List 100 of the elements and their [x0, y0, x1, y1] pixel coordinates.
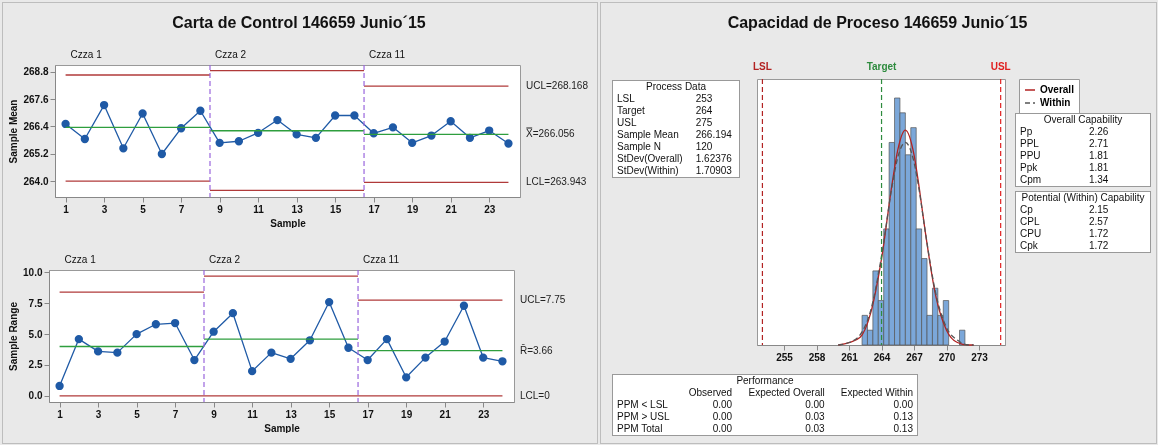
- category-label: Target: [616, 105, 646, 117]
- point: [190, 355, 199, 365]
- category-label: Cpk: [1019, 240, 1039, 253]
- text: Czza 1: [64, 254, 97, 265]
- point: [138, 109, 147, 118]
- data-label: 1.62376: [694, 153, 733, 165]
- data-label: 120: [694, 141, 714, 153]
- point: [324, 297, 334, 307]
- category-label: PPU: [1019, 150, 1042, 162]
- point: [459, 301, 469, 310]
- point: [446, 117, 455, 126]
- point: [498, 357, 507, 366]
- category-label: Cpm: [1019, 174, 1043, 187]
- point: [215, 138, 224, 147]
- y-tick-label: 10.0: [23, 266, 43, 278]
- x-tick-label: 23: [478, 408, 490, 420]
- category-label: LSL: [616, 93, 636, 105]
- text: Czza 11: [369, 49, 406, 60]
- category-label: PPM < LSL: [616, 399, 669, 411]
- point: [93, 347, 103, 356]
- data-label: 2.71: [1087, 138, 1110, 150]
- x-tick-label: 9: [217, 203, 224, 215]
- point: [292, 130, 301, 139]
- point: [55, 381, 64, 391]
- y-tick-label: 0.0: [28, 390, 43, 402]
- data-label: 0.13: [892, 423, 914, 436]
- category-label: Ppk: [1019, 162, 1039, 174]
- category-label: USL: [616, 117, 638, 129]
- series-label: X̿=266.056: [526, 127, 576, 140]
- data-label: 275: [694, 117, 714, 129]
- x-tick-label: 15: [324, 408, 336, 420]
- data-label: 1.34: [1087, 174, 1110, 187]
- y-tick-label: 264.0: [23, 175, 49, 187]
- x-tick-label: 15: [330, 203, 342, 215]
- data-label: 0.00: [804, 399, 826, 411]
- text: Process Data: [645, 80, 707, 93]
- point: [80, 134, 90, 144]
- x-tick-label: 267: [906, 351, 924, 363]
- x-tick-label: 5: [140, 203, 147, 215]
- data-label: 0.03: [804, 411, 826, 423]
- category-label: Sample N: [616, 141, 662, 153]
- x-tick-label: 23: [484, 203, 496, 215]
- data-label: 1.72: [1087, 240, 1110, 253]
- category-label: StDev(Overall): [616, 153, 684, 165]
- x-tick-label: 258: [808, 351, 826, 363]
- x-tick-label: 3: [95, 408, 102, 420]
- text: Czza 11: [363, 254, 400, 265]
- point: [253, 128, 263, 137]
- data-label: 1.81: [1087, 150, 1110, 162]
- point: [382, 334, 392, 344]
- data-label: 2.57: [1087, 216, 1110, 228]
- point: [113, 348, 122, 357]
- x-tick-label: 7: [172, 408, 179, 420]
- category-label: Pp: [1019, 126, 1034, 138]
- x-tick-label: 9: [211, 408, 218, 420]
- x-tick-label: 13: [285, 408, 298, 420]
- point: [74, 334, 84, 344]
- text: Potential (Within) Capability: [1020, 191, 1146, 204]
- x-tick-label: 21: [445, 203, 458, 215]
- point: [330, 111, 340, 120]
- text: Czza 1: [70, 49, 103, 60]
- x-tick-label: 7: [178, 203, 185, 215]
- series-label: Observed: [687, 387, 734, 399]
- x-tick-label: 21: [439, 408, 452, 420]
- category-label: StDev(Within): [616, 165, 680, 178]
- series-label: UCL=268.168: [526, 80, 589, 92]
- x-tick-label: 19: [401, 408, 413, 420]
- point: [196, 106, 205, 115]
- point: [267, 348, 276, 357]
- data-label: 1.72: [1087, 228, 1110, 240]
- point: [228, 309, 238, 318]
- x-tick-label: 264: [873, 351, 891, 363]
- point: [402, 373, 411, 382]
- y-tick-label: 5.0: [28, 328, 43, 340]
- x-tick-label: 13: [291, 203, 304, 215]
- data-label: 253: [694, 93, 714, 105]
- data-label: 264: [694, 105, 714, 117]
- category-label: PPM Total: [616, 423, 664, 436]
- x-tick-label: 3: [101, 203, 108, 215]
- y-axis-title: Sample Mean: [8, 99, 20, 164]
- category-label: PPM > USL: [616, 411, 671, 423]
- text: Czza 2: [215, 49, 247, 60]
- point: [363, 355, 372, 365]
- data-label: 0.00: [711, 423, 734, 436]
- data-label: 1.70903: [694, 165, 733, 178]
- point: [408, 138, 417, 147]
- y-tick-label: 265.2: [23, 148, 49, 160]
- point: [273, 115, 282, 125]
- category-label: Cp: [1019, 204, 1034, 216]
- x-tick-label: 270: [938, 351, 956, 363]
- point: [286, 354, 295, 363]
- series-label: R̄=3.66: [520, 344, 553, 356]
- point: [99, 100, 109, 110]
- point: [170, 318, 180, 328]
- ref-line-label: Target: [866, 61, 898, 72]
- category-label: CPL: [1019, 216, 1041, 228]
- point: [311, 133, 321, 142]
- point: [344, 343, 353, 352]
- series-label: LCL=263.943: [526, 176, 587, 188]
- y-tick-label: 266.4: [23, 120, 49, 132]
